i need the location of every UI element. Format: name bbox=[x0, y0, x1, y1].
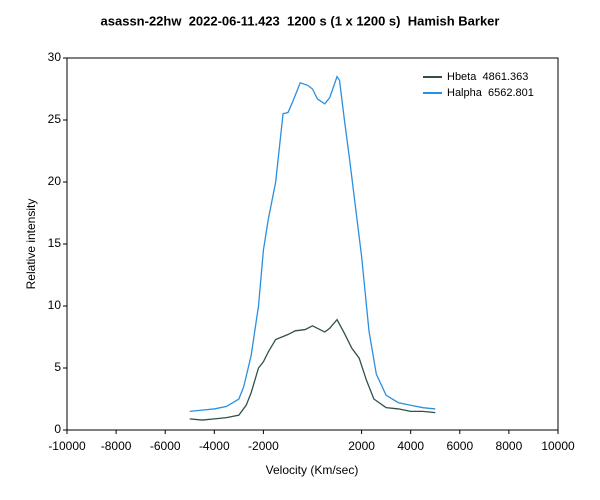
x-tick-label: -8000 bbox=[101, 439, 132, 453]
x-tick-label: -4000 bbox=[199, 439, 230, 453]
x-tick-label: 8000 bbox=[496, 439, 523, 453]
y-tick-label: 15 bbox=[48, 236, 62, 250]
x-axis-label: Velocity (Km/sec) bbox=[266, 463, 359, 477]
chart-title: asassn-22hw 2022-06-11.423 1200 s (1 x 1… bbox=[101, 13, 500, 28]
data-line bbox=[189, 75, 436, 413]
x-tick-label: 6000 bbox=[446, 439, 473, 453]
x-tick-label: 2000 bbox=[348, 439, 375, 453]
legend-text: Hbeta 4861.363 bbox=[447, 71, 528, 83]
y-tick-label: 30 bbox=[48, 50, 62, 64]
x-tick-label: -10000 bbox=[48, 439, 86, 453]
y-axis-label: Relative intensity bbox=[24, 199, 38, 290]
data-line bbox=[189, 318, 436, 421]
y-tick-label: 10 bbox=[48, 298, 62, 312]
x-tick-label: -6000 bbox=[150, 439, 181, 453]
y-tick-label: 5 bbox=[54, 360, 61, 374]
x-tick-label: 4000 bbox=[397, 439, 424, 453]
x-tick-label: 10000 bbox=[541, 439, 575, 453]
y-tick-label: 20 bbox=[48, 174, 62, 188]
legend-text: Halpha 6562.801 bbox=[447, 87, 534, 99]
y-tick-label: 0 bbox=[54, 422, 61, 436]
y-tick-label: 25 bbox=[48, 112, 62, 126]
x-tick-label: -2000 bbox=[248, 439, 279, 453]
